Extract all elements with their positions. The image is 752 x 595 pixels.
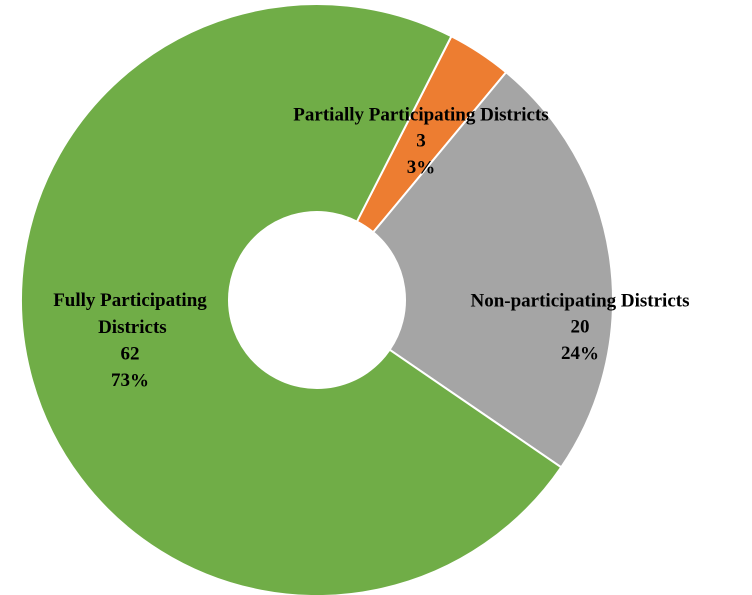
slice-label: Partially Participating Districts <box>293 104 548 125</box>
percent-label: 3% <box>407 157 436 178</box>
percent-label: 24% <box>561 343 599 364</box>
donut-slice <box>371 70 614 469</box>
percent-value: 73 <box>111 370 130 391</box>
slice-label: Fully Participating Districts <box>53 290 207 338</box>
value-label: 3 <box>416 130 426 151</box>
percent-value: 24 <box>561 343 581 364</box>
percent-label: 73% <box>111 370 149 391</box>
slice-label: Non-participating Districts <box>470 290 689 311</box>
value-label: 62 <box>121 343 140 364</box>
percent-value: 3 <box>407 157 417 178</box>
value-label: 20 <box>571 316 590 337</box>
donut-slice <box>20 3 563 595</box>
